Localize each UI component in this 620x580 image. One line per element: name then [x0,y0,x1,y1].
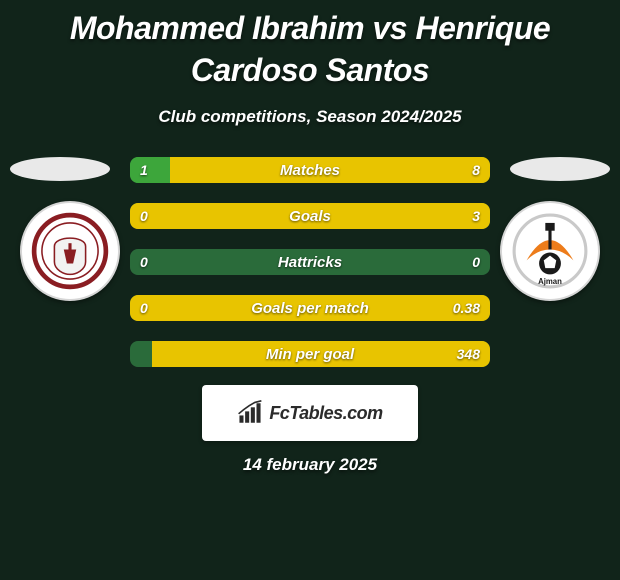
right-value: 3 [442,208,490,224]
page-title: Mohammed Ibrahim vs Henrique Cardoso San… [0,0,620,91]
svg-text:Ajman: Ajman [538,277,562,286]
stat-label: Hattricks [130,254,490,271]
stat-row: 1Matches8 [130,157,490,183]
right-value: 0 [442,254,490,270]
right-club-logo: Ajman [500,201,600,301]
brand-badge: FcTables.com [202,385,418,441]
left-club-crest-icon [31,212,109,290]
right-value: 0.38 [442,300,490,316]
right-country-flag [510,157,610,181]
stat-label: Goals per match [130,300,490,317]
stat-row: 0Goals per match0.38 [130,295,490,321]
subtitle: Club competitions, Season 2024/2025 [0,107,620,127]
stat-row: Min per goal348 [130,341,490,367]
left-country-flag [10,157,110,181]
right-value: 348 [442,346,490,362]
brand-chart-icon [237,400,263,426]
left-club-logo [20,201,120,301]
right-value: 8 [442,162,490,178]
stat-label: Goals [130,208,490,225]
brand-text: FcTables.com [269,403,382,424]
stat-row: 0Goals3 [130,203,490,229]
stat-label: Matches [130,162,490,179]
stat-row: 0Hattricks0 [130,249,490,275]
comparison-stage: Ajman 1Matches80Goals30Hattricks00Goals … [0,157,620,377]
right-club-crest-icon: Ajman [511,212,589,290]
stat-label: Min per goal [130,346,490,363]
date-text: 14 february 2025 [0,455,620,475]
stat-bars: 1Matches80Goals30Hattricks00Goals per ma… [130,157,490,387]
